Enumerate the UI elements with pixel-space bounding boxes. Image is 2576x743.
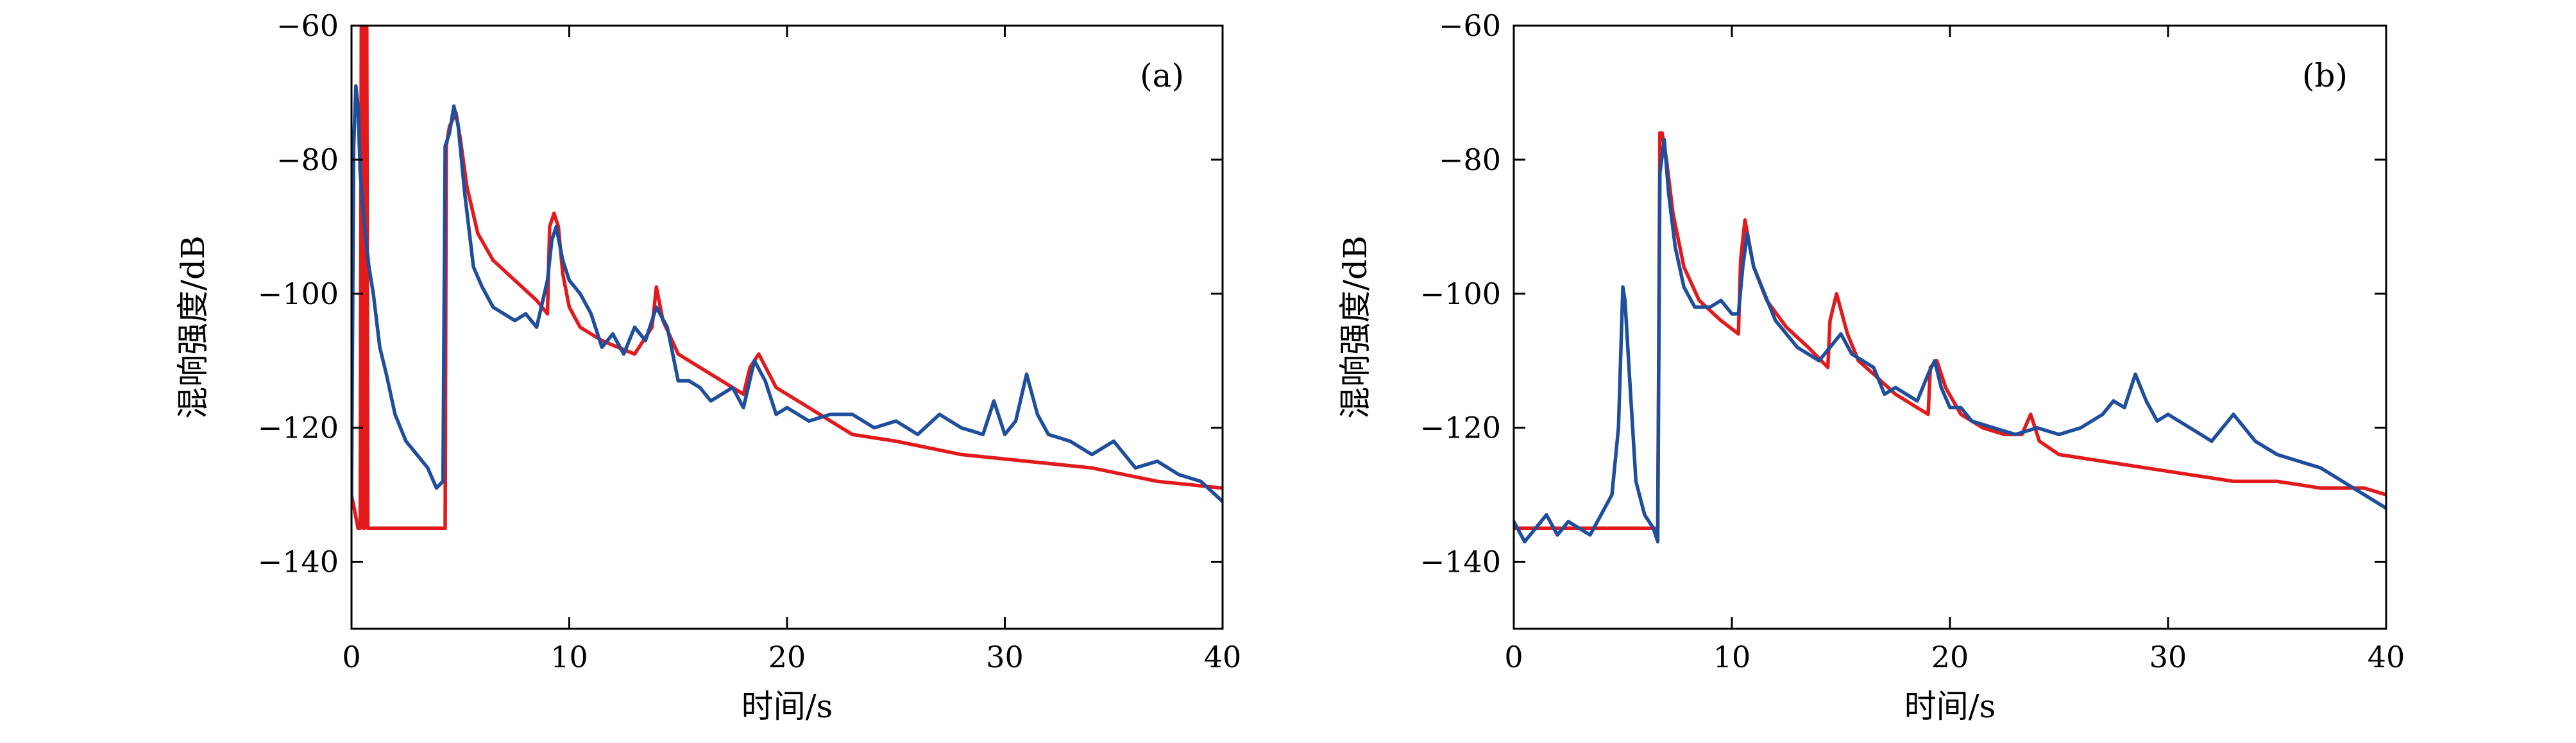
chart-panel-b: 0 10 20 30 40 −140 −120 −100 −80 −60 时间/s 混响强度/dB (b… <box>1337 8 2405 725</box>
y-tick-label: −140 <box>1420 545 1501 579</box>
y-tick-label: −120 <box>1420 411 1501 445</box>
series-line-red <box>1514 131 2386 531</box>
y-tick-label: −100 <box>258 277 339 311</box>
y-tick-label: −140 <box>258 545 339 579</box>
series-group <box>1514 131 2386 543</box>
panel-label: (a) <box>1140 57 1184 94</box>
x-tick-label: 30 <box>986 640 1024 674</box>
series-group <box>352 26 1223 531</box>
x-tick-label: 0 <box>1504 640 1523 674</box>
x-axis-title: 时间/s <box>741 688 833 725</box>
x-tick-label: 20 <box>768 640 806 674</box>
x-tick-label: 10 <box>1713 640 1751 674</box>
x-tick-label: 0 <box>342 640 360 674</box>
series-line-red <box>352 26 1223 531</box>
plot-frame <box>350 24 1224 630</box>
y-axis-title: 混响强度/dB <box>174 235 212 419</box>
x-axis-title: 时间/s <box>1904 688 1996 725</box>
x-tick-label: 40 <box>2368 640 2405 674</box>
series-line-blue <box>1514 137 2386 543</box>
y-tick-label: −120 <box>258 411 339 445</box>
x-tick-label: 40 <box>1204 640 1242 674</box>
x-tick-label: 30 <box>2149 640 2187 674</box>
chart-panel-a: 0 10 20 30 40 −140 −120 −100 −80 −60 时间/s 混响强度/dB (a… <box>174 8 1241 725</box>
y-tick-label: −80 <box>1439 142 1501 177</box>
plot-frame <box>1513 24 2387 630</box>
y-tick-label: −60 <box>276 8 339 43</box>
y-tick-label: −60 <box>1439 8 1501 43</box>
y-axis-title: 混响强度/dB <box>1337 235 1374 419</box>
x-tick-label: 20 <box>1931 640 1969 674</box>
y-tick-label: −100 <box>1420 277 1501 311</box>
panel-label: (b) <box>2302 57 2348 94</box>
y-tick-label: −80 <box>276 142 339 177</box>
series-line-blue <box>352 84 1223 504</box>
x-tick-label: 10 <box>550 640 588 674</box>
